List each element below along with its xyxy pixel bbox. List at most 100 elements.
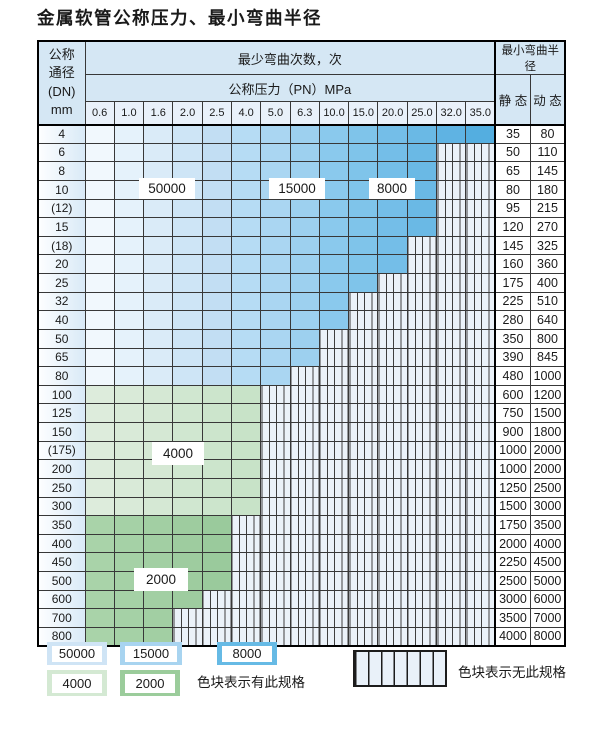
no-spec-cell [348,459,379,479]
spec-cell [143,217,174,237]
dn-row-40: 40 280 640 [37,310,566,330]
spec-cell [377,217,408,237]
spec-cell [113,217,145,237]
pressure-col-10.0: 10.0 [318,101,350,126]
spec-cell [143,496,174,517]
no-spec-cell [289,366,320,386]
spec-cell [84,384,115,405]
pressure-col-1.6: 1.6 [143,101,174,126]
spec-cell [201,459,232,479]
spec-cell [230,235,262,256]
static-radius-cell: 35 [494,124,531,144]
no-spec-cell [260,459,291,479]
no-spec-cell [436,589,467,610]
spec-cell [201,161,232,181]
radius-header: 最小弯曲半径 [494,40,566,75]
spec-cell [260,161,291,181]
spec-cell [172,124,203,144]
spec-cell [84,142,115,163]
no-spec-cell [260,496,291,517]
zone-label-8000: 8000 [369,178,415,199]
no-spec-cell [406,440,438,461]
spec-cell [289,328,320,349]
spec-cell [201,515,232,535]
static-radius-cell: 1250 [494,477,531,498]
spec-cell [172,366,203,386]
no-spec-cell [465,198,496,219]
dynamic-radius-cell: 640 [529,310,566,330]
no-spec-cell [377,347,408,368]
no-spec-cell [377,273,408,293]
no-spec-cell [465,273,496,293]
dynamic-radius-cell: 7000 [529,608,566,628]
no-spec-cell [201,608,232,628]
spec-cell [230,273,262,293]
pressure-col-20.0: 20.0 [377,101,408,126]
no-spec-cell [406,384,438,405]
dynamic-radius-cell: 3500 [529,515,566,535]
spec-cell [230,347,262,368]
no-spec-cell [465,142,496,163]
no-spec-cell [436,198,467,219]
spec-cell [318,291,350,312]
spec-cell [143,589,174,610]
no-spec-cell [436,179,467,200]
spec-cell [113,198,145,219]
no-spec-cell [260,552,291,572]
static-radius-cell: 145 [494,235,531,256]
pressure-col-2.0: 2.0 [172,101,203,126]
no-spec-cell [406,328,438,349]
dn-row-8: 8 65 145 [37,161,566,181]
dynamic-radius-cell: 1500 [529,403,566,423]
spec-cell [172,142,203,163]
dn-row-4: 4 35 80 [37,124,566,144]
spec-cell [201,328,232,349]
legend-label-50000: 50000 [52,645,102,662]
static-radius-cell: 600 [494,384,531,405]
dn-row-(18): (18) 145 325 [37,235,566,256]
spec-cell [113,310,145,330]
dynamic-radius-cell: 510 [529,291,566,312]
spec-cell [84,217,115,237]
spec-cell [201,310,232,330]
spec-cell [172,273,203,293]
no-spec-cell [260,626,291,647]
spec-cell [84,291,115,312]
dynamic-radius-cell: 2000 [529,440,566,461]
spec-cell [172,347,203,368]
spec-cell [201,477,232,498]
no-spec-cell [436,347,467,368]
zone-label-2000: 2000 [134,568,188,591]
no-spec-cell [318,459,350,479]
no-spec-cell [260,608,291,628]
dynamic-radius-cell: 270 [529,217,566,237]
spec-cell [113,235,145,256]
no-spec-cell [406,589,438,610]
spec-cell [230,477,262,498]
spec-cell [143,608,174,628]
dynamic-radius-cell: 6000 [529,589,566,610]
spec-cell [377,235,408,256]
dynamic-radius-cell: 800 [529,328,566,349]
spec-cell [260,235,291,256]
spec-cell [201,273,232,293]
dynamic-header: 动 态 [529,74,566,126]
no-spec-cell [436,552,467,572]
dn-cell: 200 [37,459,86,479]
pressure-values-row: 0.6 1.0 1.6 2.0 2.5 4.0 5.0 6.3 10.0 15.0 20.0 25.0… [38,101,565,126]
spec-cell [230,161,262,181]
dn-row-80: 80 480 1000 [37,366,566,386]
spec-cell [84,124,115,144]
static-radius-cell: 175 [494,273,531,293]
spec-cell [113,496,145,517]
dn-row-(12): (12) 95 215 [37,198,566,219]
spec-cell [113,422,145,442]
spec-cell [84,626,115,647]
spec-cell [230,366,262,386]
no-spec-cell [289,533,320,554]
static-radius-cell: 80 [494,179,531,200]
no-spec-cell [465,235,496,256]
no-spec-cell [172,608,203,628]
no-spec-cell [377,533,408,554]
no-spec-cell [318,440,350,461]
